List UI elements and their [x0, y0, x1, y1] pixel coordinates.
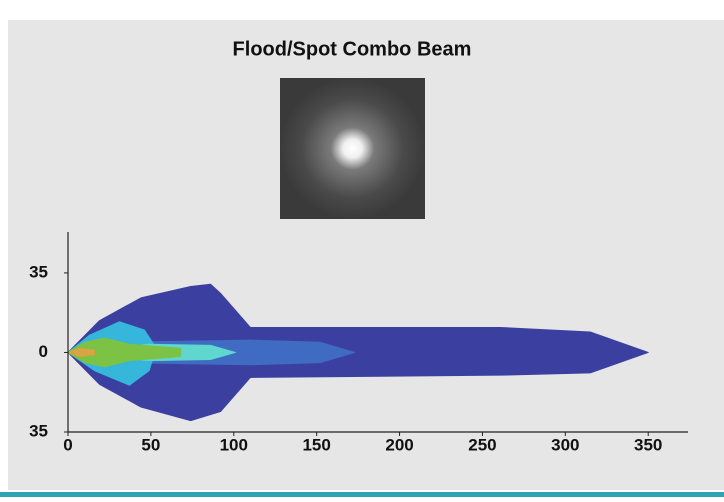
x-tick-label: 50: [141, 435, 160, 454]
plot: [67, 283, 649, 422]
beam-contour: [67, 347, 96, 358]
x-tick-label: 150: [302, 435, 330, 454]
beam-contour: [67, 337, 182, 368]
x-tick-label: 300: [551, 435, 579, 454]
y-tick-label: 35: [29, 262, 48, 281]
x-tick-label: 350: [634, 435, 662, 454]
x-tick-label: 100: [220, 435, 248, 454]
y-tick-label: 35: [29, 421, 48, 440]
beam-contour: [67, 283, 649, 422]
x-tick-label: 200: [385, 435, 413, 454]
beam-image: [280, 78, 425, 219]
x-tick-label: 0: [63, 435, 72, 454]
chart-title: Flood/Spot Combo Beam: [233, 38, 472, 60]
x-tick-label: 250: [468, 435, 496, 454]
y-tick-label: 0: [39, 342, 48, 361]
bottom-bar: [0, 492, 724, 497]
